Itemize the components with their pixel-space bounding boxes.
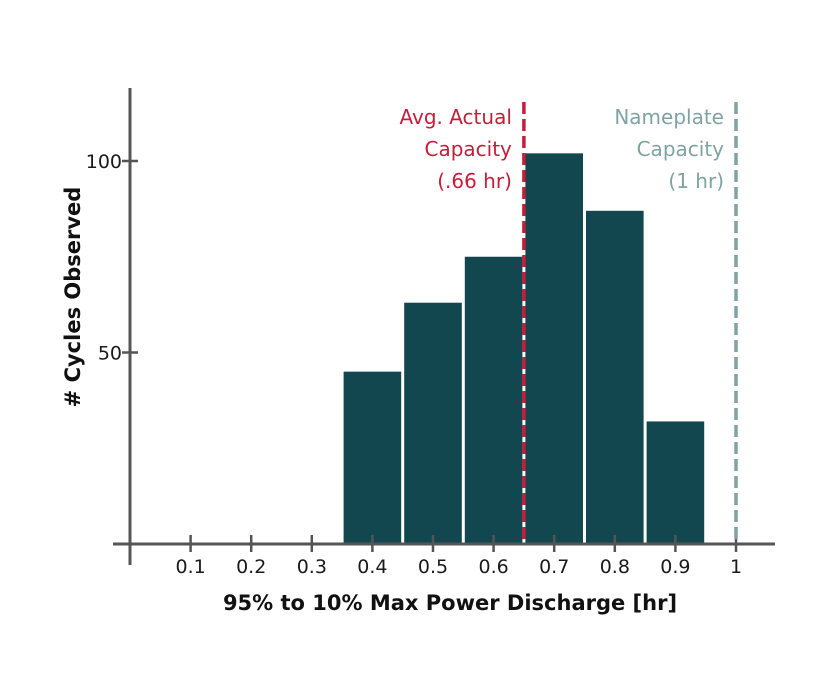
x-tick-label-6: 0.7 xyxy=(539,556,569,578)
bar-0 xyxy=(343,371,402,544)
x-tick-label-3: 0.4 xyxy=(357,556,387,578)
x-tick-label-5: 0.6 xyxy=(478,556,508,578)
x-tick-label-9: 1 xyxy=(730,556,742,578)
y-tick-label-0: 50 xyxy=(98,343,122,365)
bar-2 xyxy=(464,256,523,544)
x-tick-label-1: 0.2 xyxy=(236,556,266,578)
x-tick-label-2: 0.3 xyxy=(297,556,327,578)
y-ticks-group: 50 100 xyxy=(86,151,138,365)
y-tick-label-1: 100 xyxy=(86,151,122,173)
bar-3 xyxy=(525,153,583,544)
bar-5 xyxy=(646,421,705,544)
nameplate-capacity-label-2: (1 hr) xyxy=(668,169,724,193)
nameplate-capacity-label-0: Nameplate xyxy=(614,105,724,129)
y-axis-title: # Cycles Observed xyxy=(61,187,85,408)
bars-group xyxy=(343,153,705,545)
nameplate-capacity-label-1: Capacity xyxy=(637,137,725,161)
annotations-group: Avg. Actual Capacity (.66 hr) Nameplate Capa… xyxy=(399,102,738,544)
x-axis-title: 95% to 10% Max Power Discharge [hr] xyxy=(223,591,677,615)
bar-1 xyxy=(404,302,462,544)
actual-capacity-label-1: Capacity xyxy=(424,137,512,161)
bar-4 xyxy=(586,210,644,545)
x-tick-label-4: 0.5 xyxy=(418,556,448,578)
x-tick-label-0: 0.1 xyxy=(175,556,205,578)
x-ticks-group: 0.1 0.2 0.3 0.4 0.5 0.6 0.7 0.8 0.9 1 xyxy=(175,535,742,578)
x-tick-label-8: 0.9 xyxy=(660,556,690,578)
actual-capacity-label-0: Avg. Actual xyxy=(399,105,511,129)
actual-capacity-label-2: (.66 hr) xyxy=(437,169,512,193)
x-tick-label-7: 0.8 xyxy=(600,556,630,578)
